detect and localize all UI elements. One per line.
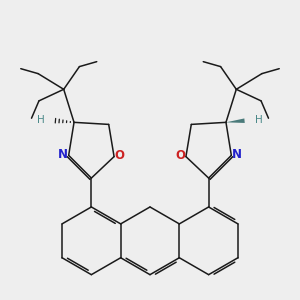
Text: H: H (38, 115, 45, 125)
Text: O: O (176, 149, 186, 162)
Text: H: H (255, 115, 262, 125)
Text: N: N (232, 148, 242, 161)
Text: O: O (114, 149, 124, 162)
Text: N: N (58, 148, 68, 161)
Polygon shape (226, 118, 245, 123)
